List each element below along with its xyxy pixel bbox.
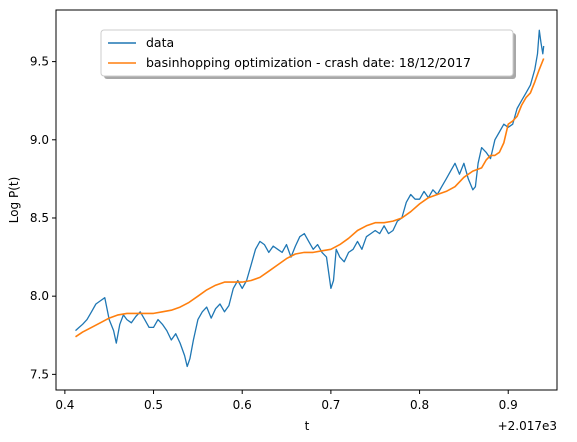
x-tick-label: 0.8	[410, 398, 429, 412]
y-axis-label: Log P(t)	[7, 177, 21, 224]
legend: data basinhopping optimization - crash d…	[101, 30, 516, 79]
y-tick-label: 9.0	[30, 133, 49, 147]
x-axis-offset-text: +2.017e3	[498, 419, 557, 433]
x-axis-label: t	[305, 419, 310, 433]
x-tick-label: 0.5	[144, 398, 163, 412]
y-tick-label: 8.5	[30, 211, 49, 225]
y-tick-label: 8.0	[30, 289, 49, 303]
x-tick-label: 0.6	[233, 398, 252, 412]
legend-label-data: data	[146, 35, 174, 50]
y-tick-label: 9.5	[30, 55, 49, 69]
y-tick-label: 7.5	[30, 367, 49, 381]
x-tick-label: 0.9	[499, 398, 518, 412]
legend-label-fit: basinhopping optimization - crash date: …	[146, 55, 471, 70]
x-tick-label: 0.7	[321, 398, 340, 412]
x-tick-label: 0.4	[55, 398, 74, 412]
